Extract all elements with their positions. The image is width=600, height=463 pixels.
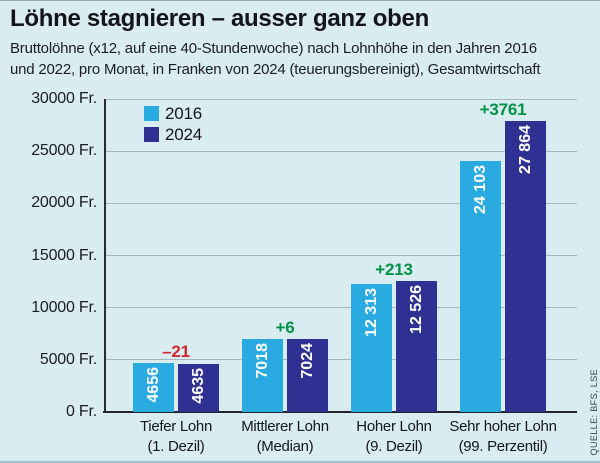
chart-title: Löhne stagnieren – ausser ganz oben [10, 5, 429, 32]
category-label-3: Hoher Lohn (9. Dezil) [327, 417, 461, 457]
category-label-line: (Median) [256, 438, 314, 455]
category-label-2: Mittlerer Lohn (Median) [218, 417, 352, 457]
category-label-line: (1. Dezil) [147, 438, 205, 455]
bar-value-2016-4: 24 103 [471, 164, 489, 214]
gridline-10000 [105, 307, 577, 309]
diff-label-1: –21 [162, 342, 190, 362]
bar-2016-1: 4656 [133, 363, 174, 412]
subtitle-line-2: und 2022, pro Monat, in Franken von 2024… [10, 61, 541, 78]
bar-value-2024-3: 12 526 [407, 285, 425, 335]
subtitle-line-1: Bruttolöhne (x12, auf eine 40-Stundenwoc… [10, 40, 537, 57]
category-label-line: Mittlerer Lohn [241, 418, 329, 435]
category-label-1: Tiefer Lohn (1. Dezil) [109, 417, 243, 457]
bar-2016-2: 7018 [242, 338, 283, 412]
chart-subtitle: Bruttolöhne (x12, auf eine 40-Stundenwoc… [10, 38, 598, 80]
category-label-line: Sehr hoher Lohn [449, 418, 557, 435]
y-tick-30000: 30000 Fr. [31, 90, 97, 107]
chart-legend: 2016 2024 [144, 103, 202, 145]
bar-2024-1: 4635 [178, 363, 219, 412]
y-tick-20000: 20000 Fr. [31, 194, 97, 212]
bar-2024-2: 7024 [287, 338, 328, 412]
category-label-4: Sehr hoher Lohn (99. Perzentil) [436, 417, 570, 457]
y-tick-25000: 25000 Fr. [31, 142, 97, 160]
y-tick-5000: 5000 Fr. [39, 350, 97, 368]
gridline-25000 [105, 150, 577, 152]
legend-row-2024: 2024 [144, 124, 202, 145]
bar-value-2024-1: 4635 [189, 367, 207, 404]
x-axis-line [103, 411, 577, 413]
gridline-5000 [105, 359, 577, 361]
gridline-30000 [105, 98, 577, 100]
legend-label-2024: 2024 [165, 124, 203, 144]
category-label-line: (9. Dezil) [365, 438, 423, 455]
legend-label-2016: 2016 [165, 103, 203, 123]
legend-swatch-2024 [144, 127, 159, 142]
bar-2024-3: 12 526 [396, 281, 437, 412]
category-label-line: Tiefer Lohn [139, 418, 213, 435]
gridline-20000 [105, 202, 577, 204]
source-note: QUELLE: BFS, LSE [589, 368, 599, 455]
diff-label-3: +213 [375, 260, 413, 280]
y-axis-line [104, 99, 106, 412]
bar-value-2016-2: 7018 [253, 342, 271, 379]
bar-value-2024-2: 7024 [298, 342, 316, 379]
bar-value-2016-3: 12 313 [362, 287, 380, 337]
gridline-15000 [105, 255, 577, 256]
y-tick-10000: 10000 Fr. [31, 298, 97, 316]
legend-swatch-2016 [144, 106, 159, 121]
bar-2016-4: 24 103 [460, 160, 501, 412]
category-label-line: Hoher Lohn [356, 418, 432, 435]
diff-label-4: +3761 [479, 100, 527, 120]
bar-2024-4: 27 864 [505, 121, 546, 412]
diff-label-2: +6 [275, 317, 295, 337]
y-tick-0: 0 Fr. [65, 403, 97, 420]
legend-row-2016: 2016 [144, 103, 202, 124]
y-tick-15000: 15000 Fr. [31, 246, 97, 264]
bar-value-2024-4: 27 864 [516, 125, 534, 175]
category-label-line: (99. Perzentil) [458, 438, 548, 455]
bar-2016-3: 12 313 [351, 283, 392, 412]
bar-value-2016-1: 4656 [144, 367, 162, 404]
